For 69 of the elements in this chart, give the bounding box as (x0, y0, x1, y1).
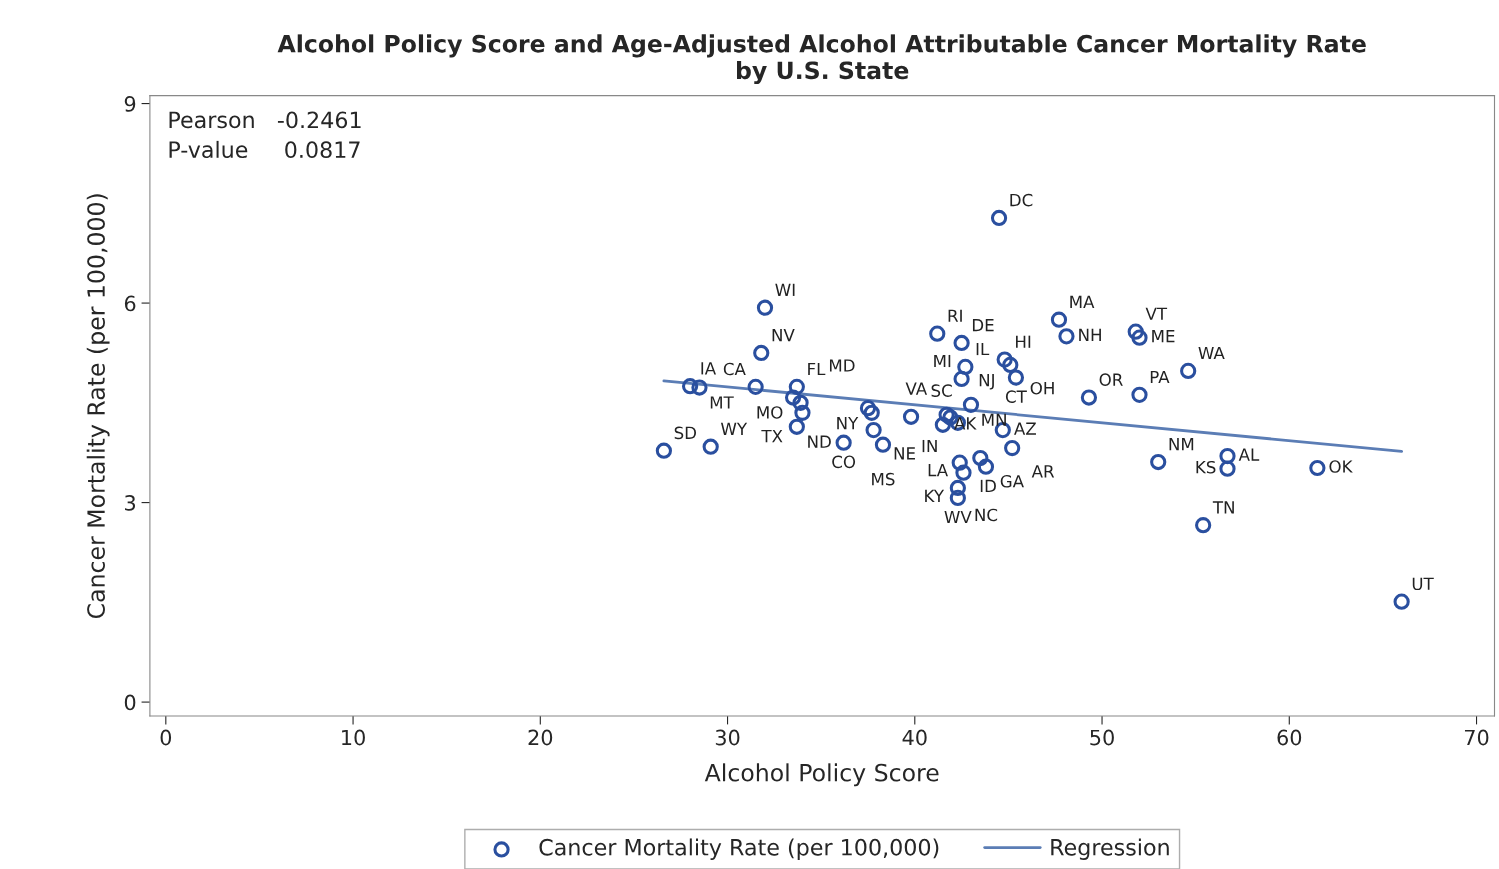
annotation: AZ (1014, 422, 1036, 435)
annotation: VA (905, 382, 928, 395)
x-tick-label: 70 (1464, 729, 1489, 746)
annotation: WA (1198, 346, 1225, 360)
annotation: FL (808, 362, 826, 376)
annotation: SD (674, 426, 697, 440)
annotation: RI (948, 309, 962, 322)
x-tick-label: 60 (1277, 729, 1302, 746)
annotation: MN (982, 413, 1006, 426)
annotation: HI (1016, 335, 1031, 348)
chart-title: Alcohol Policy Score and Age-Adjusted Alcohol Attributable Cancer Mortality Rate by U.S. State (277, 34, 1366, 85)
annotation: MI (934, 354, 951, 368)
annotation: OR (1099, 373, 1123, 386)
annotation: DE (972, 319, 994, 332)
annotation: IN (922, 439, 937, 453)
annotation: CA (723, 362, 746, 376)
annotation: GA (1000, 474, 1024, 488)
annotation: LA (928, 464, 948, 477)
x-tick-label: 50 (1090, 729, 1114, 746)
y-tick-label: 0 (124, 694, 136, 711)
annotation: IL (976, 342, 990, 356)
legend-label: Regression (1051, 838, 1169, 860)
annotation: CT (1005, 390, 1027, 403)
x-tick-label: 0 (160, 729, 172, 746)
x-tick-label: 30 (715, 729, 740, 746)
annotation: NH (1079, 328, 1101, 341)
annotation: MS (872, 472, 895, 486)
annotation: WI (775, 283, 795, 296)
y-tick-label: 6 (124, 295, 136, 312)
annotation: ND (808, 435, 831, 448)
annotation: OK (1329, 460, 1353, 473)
annotation: ID (980, 479, 996, 493)
annotation: UT (1412, 577, 1434, 591)
annotation: PA (1150, 370, 1170, 384)
annotation: Pearson -0.2461 (169, 111, 361, 129)
annotation: NY (837, 417, 859, 430)
annotation: MD (829, 359, 855, 372)
annotation: NC (975, 508, 998, 522)
annotation: NV (772, 329, 795, 342)
annotation: ME (1152, 330, 1175, 343)
x-tick-label: 20 (528, 729, 553, 746)
annotation: CO (832, 455, 856, 469)
x-axis-title: Alcohol Policy Score (704, 763, 939, 787)
annotation: AR (1031, 465, 1055, 478)
annotation: TN (1212, 501, 1234, 514)
annotation: KS (1196, 460, 1216, 474)
x-tick-label: 10 (342, 729, 365, 746)
annotation: OH (1030, 381, 1054, 395)
annotation: MT (710, 396, 734, 409)
y-tick-label: 3 (125, 495, 136, 511)
annotation: WY (720, 422, 748, 435)
annotation: NM (1169, 438, 1194, 451)
annotation: NE (894, 447, 915, 460)
y-axis-title: Cancer Mortality Rate (per 100,000) (86, 194, 110, 619)
annotation: VT (1145, 307, 1168, 320)
annotation: IA (701, 362, 716, 375)
annotation: DC (1010, 193, 1033, 207)
y-tick-label: 9 (124, 96, 136, 112)
annotation: MA (1070, 295, 1095, 308)
annotation: MO (757, 406, 783, 419)
annotation: TX (761, 429, 783, 443)
annotation: WV (944, 510, 972, 524)
annotation: P-value 0.0817 (169, 140, 360, 159)
legend-label: Cancer Mortality Rate (per 100,000) (539, 838, 939, 860)
annotation: AL (1238, 448, 1260, 461)
x-tick-label: 40 (902, 729, 927, 746)
annotation: NJ (979, 374, 994, 390)
annotation: KY (925, 489, 945, 502)
annotation: SC (931, 384, 952, 397)
